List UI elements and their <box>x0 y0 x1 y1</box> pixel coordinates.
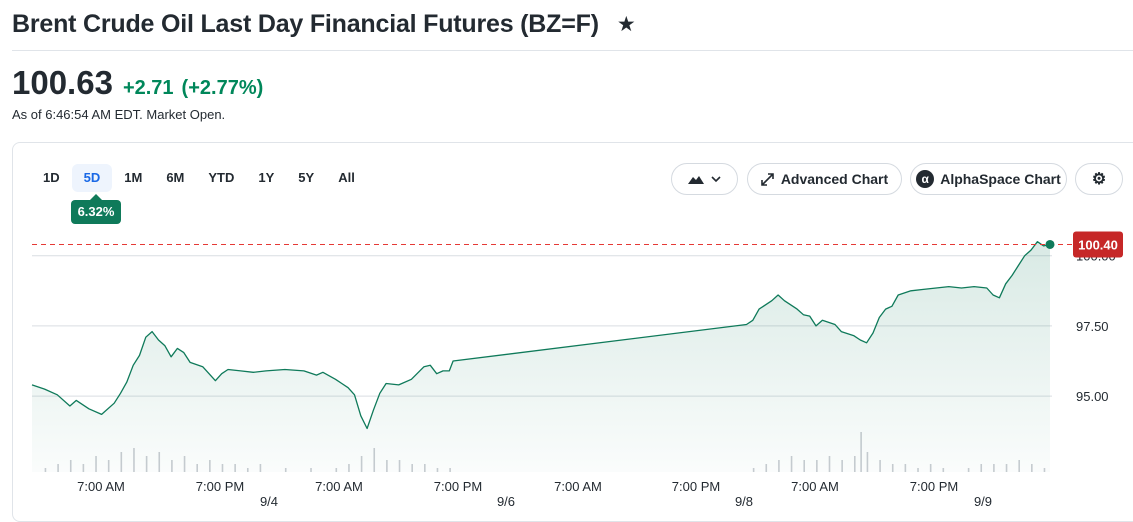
x-date-label: 9/4 <box>260 494 278 509</box>
price-area <box>32 241 1050 472</box>
alpha-icon: α <box>916 170 935 188</box>
x-tick-label: 7:00 AM <box>554 479 602 494</box>
alphaspace-chart-label: AlphaSpace Chart <box>940 171 1061 187</box>
quote-row: 100.63 +2.71 (+2.77%) <box>12 64 263 102</box>
x-date-label: 9/9 <box>974 494 992 509</box>
chart-settings-button[interactable]: ⚙ <box>1075 163 1123 195</box>
chart-type-dropdown[interactable] <box>671 163 738 195</box>
last-price: 100.63 <box>12 64 113 101</box>
alphaspace-chart-button[interactable]: α AlphaSpace Chart <box>910 163 1067 195</box>
star-icon[interactable]: ★ <box>616 12 636 36</box>
y-tick-label: 95.00 <box>1076 389 1109 404</box>
page-title: Brent Crude Oil Last Day Financial Futur… <box>12 9 599 38</box>
price-line <box>31 241 1051 430</box>
x-tick-label: 7:00 PM <box>910 479 958 494</box>
header-divider <box>12 50 1133 51</box>
advanced-chart-button[interactable]: Advanced Chart <box>747 163 902 195</box>
last-price-tag-label: 100.40 <box>1078 237 1118 252</box>
range-5d[interactable]: 5D <box>71 164 113 192</box>
price-change: +2.71 <box>122 77 174 99</box>
range-ytd[interactable]: YTD <box>208 170 235 185</box>
range-5y[interactable]: 5Y <box>298 170 315 185</box>
quote-timestamp: As of 6:46:54 AM EDT. Market Open. <box>12 107 226 122</box>
x-tick-label: 7:00 PM <box>672 479 720 494</box>
range-all[interactable]: All <box>338 170 355 185</box>
y-tick-label: 97.50 <box>1076 319 1109 334</box>
x-date-label: 9/8 <box>735 494 753 509</box>
x-tick-label: 7:00 PM <box>196 479 244 494</box>
range-1m[interactable]: 1M <box>124 170 143 185</box>
x-date-label: 9/6 <box>497 494 515 509</box>
x-tick-label: 7:00 PM <box>434 479 482 494</box>
gear-icon: ⚙ <box>1091 171 1107 188</box>
title-row: Brent Crude Oil Last Day Financial Futur… <box>12 6 636 42</box>
x-tick-label: 7:00 AM <box>315 479 363 494</box>
last-price-dot <box>1045 239 1055 249</box>
x-tick-label: 7:00 AM <box>791 479 839 494</box>
mountain-chart-icon <box>688 176 704 184</box>
range-6m[interactable]: 6M <box>166 170 185 185</box>
advanced-chart-label: Advanced Chart <box>780 171 889 187</box>
performance-badge: 6.32% <box>71 194 121 224</box>
expand-icon <box>761 172 774 186</box>
range-1d[interactable]: 1D <box>43 170 60 185</box>
range-selector: 1D 5D 1M 6M YTD 1Y 5Y All <box>31 164 367 192</box>
last-price-tag <box>1073 231 1123 258</box>
price-change-percent: (+2.77%) <box>181 77 264 99</box>
x-tick-label: 7:00 AM <box>77 479 125 494</box>
chevron-down-icon <box>711 176 721 183</box>
range-1y[interactable]: 1Y <box>258 170 275 185</box>
